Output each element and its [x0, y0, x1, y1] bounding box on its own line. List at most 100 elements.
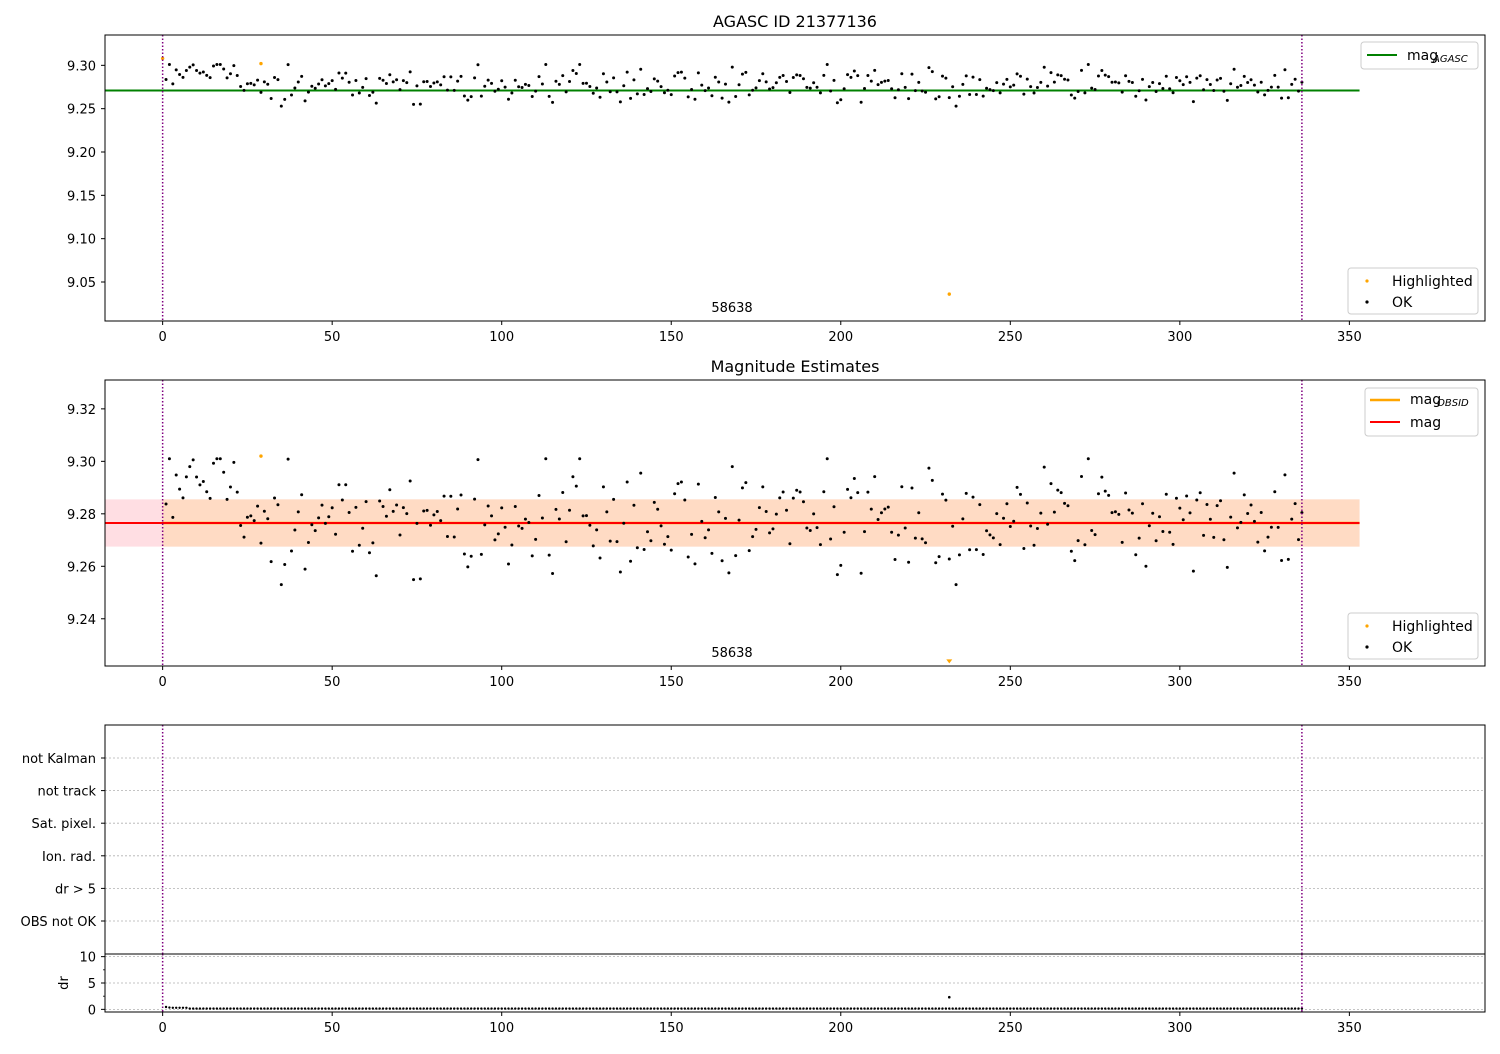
ok-point [666, 88, 670, 92]
ok-point [1134, 94, 1138, 98]
ok-point [205, 490, 209, 494]
dr-point [788, 1007, 792, 1010]
ok-point [1130, 80, 1134, 84]
ok-point [957, 94, 961, 98]
dr-point [619, 1007, 622, 1010]
dr-point [1036, 1007, 1039, 1010]
ok-point [1141, 502, 1145, 506]
ok-point [1042, 65, 1046, 69]
ok-point [839, 563, 843, 567]
ok-point [605, 510, 609, 514]
dr-point [876, 1007, 880, 1010]
ok-point [323, 84, 327, 88]
ok-point [239, 85, 243, 89]
ok-point [235, 490, 239, 494]
dr-point [215, 1007, 219, 1010]
ok-point [1042, 465, 1046, 469]
ok-point [673, 492, 677, 496]
x-tick-label: 200 [828, 330, 853, 345]
y-tick-label: 9.32 [67, 403, 96, 418]
ok-point [1063, 501, 1067, 505]
flag-category-label: Ion. rad. [42, 850, 96, 865]
dr-point [1053, 1007, 1056, 1010]
dr-point [758, 1007, 761, 1010]
ok-point [940, 74, 944, 78]
ok-point [1269, 525, 1273, 529]
ok-point [469, 95, 473, 99]
y-tick-label: 9.10 [67, 233, 96, 248]
ok-point [303, 567, 307, 571]
ok-point [388, 73, 392, 77]
x-tick-label: 300 [1167, 330, 1192, 345]
dr-point [344, 1007, 347, 1010]
ok-point [432, 81, 436, 85]
ok-point [364, 500, 368, 504]
ok-point [1185, 494, 1189, 498]
dr-point [659, 1007, 663, 1010]
dr-point [1232, 1007, 1236, 1010]
ok-point [968, 548, 972, 552]
x-tick-label: 0 [159, 675, 167, 690]
dr-point [361, 1007, 364, 1010]
ok-point [1222, 538, 1226, 542]
ok-point [1086, 62, 1090, 66]
dr-point [1022, 1007, 1026, 1010]
dr-point [524, 1007, 527, 1010]
dr-point [1253, 1007, 1256, 1010]
ok-point [439, 83, 443, 87]
ok-point [286, 457, 290, 461]
ok-point [181, 75, 185, 79]
dr-point [242, 1007, 246, 1010]
ok-point [886, 78, 890, 82]
ok-point [469, 554, 473, 558]
ok-point [1127, 79, 1131, 83]
dr-point [1114, 1007, 1117, 1010]
ok-point [1022, 547, 1026, 551]
dr-point [439, 1007, 442, 1010]
ok-point [727, 571, 731, 575]
dr-point [1137, 1007, 1141, 1010]
ok-point [540, 82, 544, 86]
ok-point [391, 509, 395, 513]
ok-point [357, 543, 361, 547]
ok-point [1293, 502, 1297, 506]
ok-point [1032, 91, 1036, 95]
ok-point [781, 73, 785, 77]
ok-point [1286, 557, 1290, 561]
ok-point [340, 76, 344, 80]
ok-point [578, 62, 582, 66]
ok-point [846, 73, 850, 77]
dr-point [466, 1007, 470, 1010]
ok-point [564, 540, 568, 544]
dr-point [1066, 1007, 1070, 1010]
dr-point [849, 1007, 853, 1010]
ok-point [1096, 74, 1100, 78]
ok-point [1195, 76, 1199, 80]
dr-point [490, 1007, 493, 1010]
ok-point [401, 79, 405, 83]
ok-point [676, 482, 680, 486]
ok-point [903, 85, 907, 89]
ok-point [649, 539, 653, 543]
ok-point [1161, 87, 1165, 91]
dr-point [1151, 1007, 1154, 1010]
dr-point [558, 1007, 561, 1010]
dr-point [297, 1007, 300, 1010]
dr-point [219, 1007, 222, 1010]
ok-point [981, 553, 985, 557]
ok-point [222, 470, 226, 474]
ok-point [351, 549, 355, 553]
ok-point [551, 100, 555, 104]
ok-point [283, 97, 287, 101]
x-tick-label: 350 [1337, 675, 1362, 690]
dr-point [1226, 1007, 1229, 1010]
ok-point [710, 551, 714, 555]
ok-point [1222, 89, 1226, 93]
flag-category-label: not track [37, 785, 96, 800]
ok-point [642, 547, 646, 551]
ok-point [1008, 85, 1012, 89]
legend-highlighted-label: Highlighted [1392, 274, 1473, 290]
ok-point [1035, 86, 1039, 90]
ok-point [1120, 540, 1124, 544]
ok-point [1090, 529, 1094, 533]
